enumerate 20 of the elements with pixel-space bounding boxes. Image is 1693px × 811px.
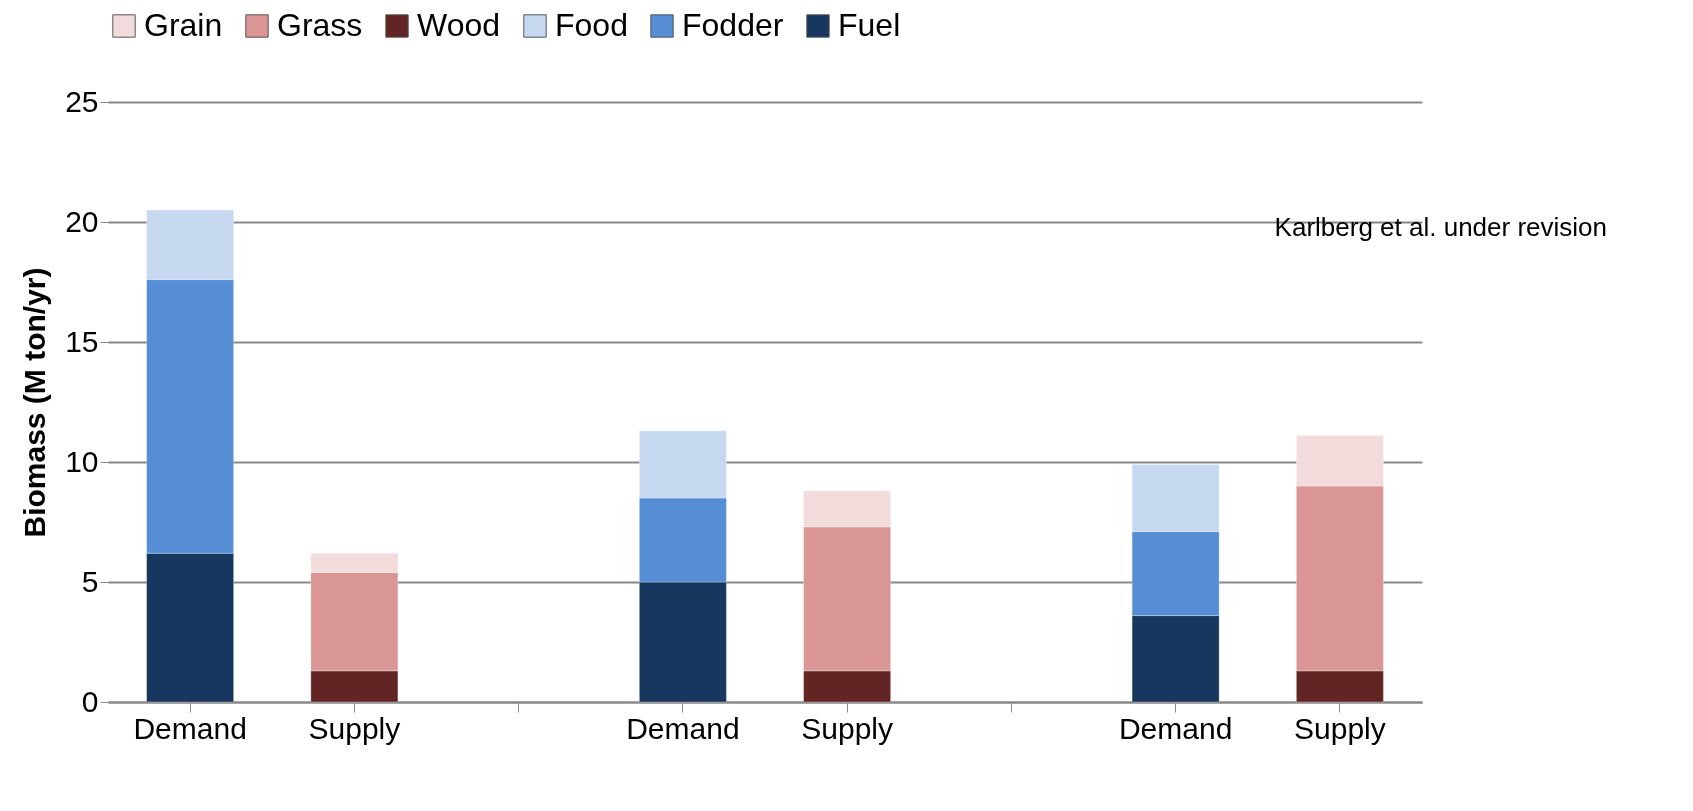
- legend-label: Grain: [144, 7, 223, 43]
- legend-label: Grass: [277, 7, 363, 43]
- y-tick-label: 20: [65, 204, 99, 238]
- y-tick-label: 25: [65, 84, 99, 118]
- x-tick-label: Supply: [308, 711, 401, 745]
- legend-label: Fuel: [838, 7, 901, 43]
- y-axis-title: Biomass (M ton/yr): [18, 267, 52, 538]
- x-tick-label: Demand: [133, 711, 247, 745]
- x-tick-label: Demand: [626, 711, 740, 745]
- y-tick-label: 5: [81, 564, 99, 598]
- legend-label: Wood: [417, 7, 501, 43]
- x-tick-label: Demand: [1118, 711, 1233, 745]
- annotation: Karlberg et al. under revision: [1274, 212, 1607, 242]
- x-tick-label: Supply: [1294, 711, 1386, 745]
- y-tick-label: 0: [81, 684, 99, 718]
- legend-label: Fodder: [682, 7, 784, 43]
- y-tick-label: 10: [65, 444, 99, 478]
- legend-label: Food: [555, 7, 628, 43]
- y-tick-label: 15: [65, 324, 99, 358]
- x-tick-label: Supply: [801, 711, 893, 745]
